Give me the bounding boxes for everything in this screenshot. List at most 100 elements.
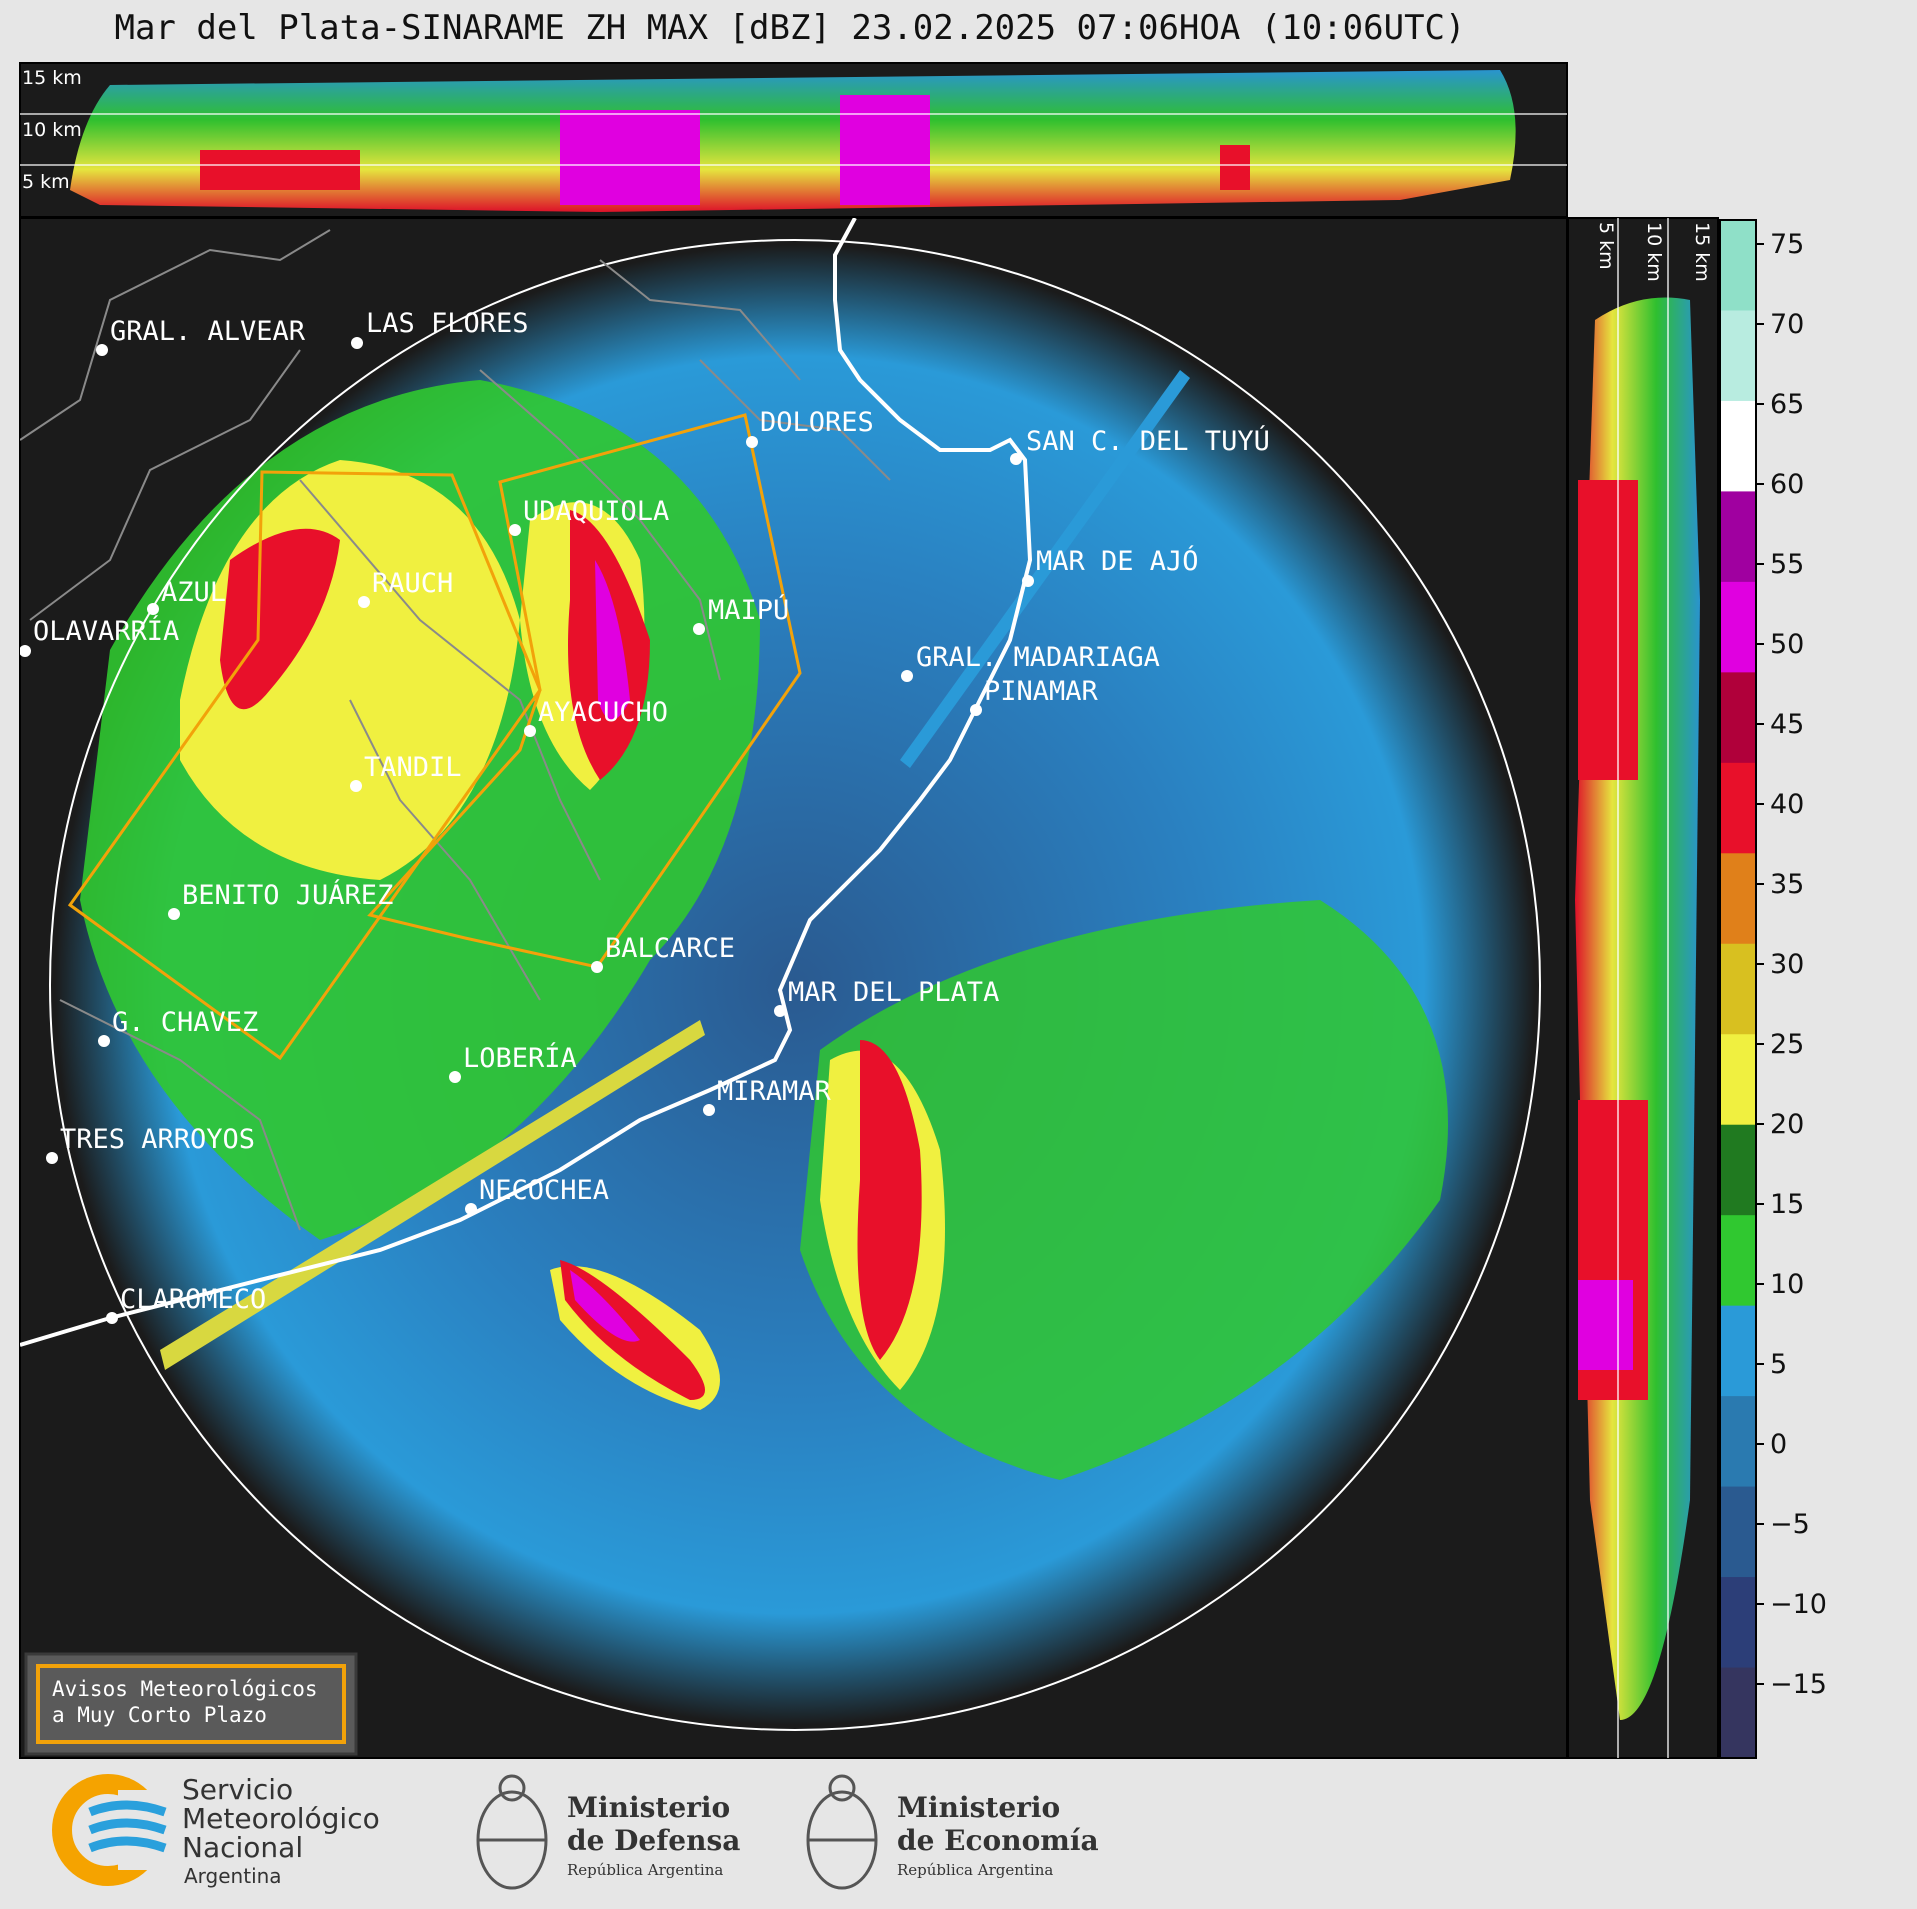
- economia-line-1: Ministerio: [897, 1791, 1060, 1824]
- city-label-olavarria: OLAVARRÍA: [33, 615, 179, 647]
- colorbar-segment: [1720, 220, 1756, 312]
- smn-line-3: Nacional: [182, 1831, 303, 1864]
- colorbar-tick-label: 75: [1770, 229, 1804, 260]
- city-dot-olavarria: [20, 645, 31, 657]
- city-dot-udaquiola: [509, 524, 521, 536]
- top-cross-section-panel: 15 km 10 km 5 km: [19, 62, 1568, 218]
- side-label-15km: 15 km: [1691, 222, 1713, 282]
- city-dot-loberia: [449, 1071, 461, 1083]
- city-dot-las-flores: [351, 337, 363, 349]
- side-core-3: [1578, 1280, 1633, 1370]
- top-echo-band: [70, 70, 1516, 212]
- echo-core-azul: [220, 528, 340, 710]
- city-label-g-chavez: G. CHAVEZ: [112, 1007, 258, 1038]
- city-dot-gral-madariaga: [901, 670, 913, 682]
- city-label-balcarce: BALCARCE: [605, 933, 735, 964]
- echo-spoke-ne: [900, 370, 1190, 768]
- city-label-tandil: TANDIL: [364, 752, 462, 783]
- city-dot-ayacucho: [524, 725, 536, 737]
- legend-line-1: Avisos Meteorológicos: [52, 1677, 318, 1701]
- city-dot-maipu: [693, 623, 705, 635]
- colorbar-segment: [1720, 491, 1756, 583]
- city-label-ayacucho: AYACUCHO: [538, 697, 668, 728]
- city-label-dolores: DOLORES: [760, 407, 874, 438]
- colorbar-segment: [1720, 943, 1756, 1035]
- economia-line-3: República Argentina: [897, 1861, 1053, 1879]
- echo-green-southeast: [800, 900, 1448, 1480]
- range-ring: [49, 239, 1541, 1731]
- city-label-pinamar: PINAMAR: [984, 676, 1099, 707]
- colorbar-segment: [1720, 1034, 1756, 1126]
- colorbar-tick-label: −5: [1770, 1509, 1810, 1540]
- city-dot-claromeco: [106, 1312, 118, 1324]
- city-dot-mar-del-plata: [774, 1005, 786, 1017]
- top-label-5km: 5 km: [22, 171, 70, 193]
- top-label-15km: 15 km: [22, 67, 82, 89]
- city-dot-miramar: [703, 1104, 715, 1116]
- warning-legend: Avisos Meteorológicos a Muy Corto Plazo: [24, 1652, 358, 1756]
- colorbar-tick-label: 60: [1770, 469, 1804, 500]
- top-label-10km: 10 km: [22, 119, 82, 141]
- city-dot-pinamar: [970, 704, 982, 716]
- coastline: [20, 218, 1033, 1347]
- city-label-gral-alvear: GRAL. ALVEAR: [110, 316, 306, 347]
- city-label-necochea: NECOCHEA: [479, 1175, 609, 1206]
- colorbar-segment: [1720, 1305, 1756, 1397]
- city-label-benito-juarez: BENITO JUÁREZ: [182, 879, 393, 911]
- city-dot-gral-alvear: [96, 344, 108, 356]
- colorbar-tick-label: 40: [1770, 789, 1804, 820]
- city-label-las-flores: LAS FLORES: [366, 308, 529, 339]
- colorbar-tick-label: 30: [1770, 949, 1804, 980]
- colorbar-segment: [1720, 1577, 1756, 1669]
- colorbar-segment: [1720, 400, 1756, 493]
- colorbar-tick-label: −15: [1770, 1669, 1827, 1700]
- city-dot-balcarce: [591, 961, 603, 973]
- top-core-3: [840, 95, 930, 205]
- city-label-udaquiola: UDAQUIOLA: [523, 496, 669, 527]
- city-dot-g-chavez: [98, 1035, 110, 1047]
- city-dot-dolores: [746, 436, 758, 448]
- city-dot-rauch: [358, 596, 370, 608]
- colorbar-segment: [1720, 310, 1756, 402]
- city-dot-tandil: [350, 780, 362, 792]
- city-label-gral-madariaga: GRAL. MADARIAGA: [916, 642, 1160, 673]
- city-label-rauch: RAUCH: [372, 568, 453, 599]
- colorbar-tick-label: 10: [1770, 1269, 1804, 1300]
- defensa-logo: Ministerio de Defensa República Argentin…: [476, 1774, 740, 1890]
- colorbar-segment: [1720, 1486, 1756, 1578]
- colorbar-tick-label: 0: [1770, 1429, 1787, 1460]
- defensa-line-2: de Defensa: [567, 1824, 740, 1857]
- map-title: Mar del Plata-SINARAME ZH MAX [dBZ] 23.0…: [114, 8, 1466, 48]
- warning-polygon-east: [367, 413, 802, 969]
- smn-line-4: Argentina: [184, 1864, 282, 1888]
- colorbar-tick-label: 50: [1770, 629, 1804, 660]
- colorbar-segment: [1720, 672, 1756, 764]
- economia-line-2: de Economía: [897, 1824, 1099, 1857]
- top-core-1: [200, 150, 360, 190]
- colorbar-segment: [1720, 1667, 1756, 1759]
- colorbar-tick-label: 35: [1770, 869, 1804, 900]
- warning-polygons: [67, 413, 802, 1061]
- city-dot-necochea: [465, 1203, 477, 1215]
- city-dot-san-c-del-tuyu: [1010, 453, 1022, 465]
- side-label-10km: 10 km: [1643, 222, 1665, 282]
- city-label-maipu: MAIPÚ: [708, 594, 789, 626]
- colorbar-tick-label: 55: [1770, 549, 1804, 580]
- top-core-4: [1220, 145, 1250, 190]
- top-core-2: [560, 110, 700, 205]
- city-label-loberia: LOBERÍA: [463, 1042, 577, 1074]
- city-label-claromeco: CLAROMECO: [120, 1284, 266, 1315]
- colorbar-tick-label: 20: [1770, 1109, 1804, 1140]
- city-label-mar-de-ajo: MAR DE AJÓ: [1036, 545, 1199, 577]
- colorbar-frame: [1719, 219, 1757, 1759]
- city-dot-mar-de-ajo: [1022, 575, 1034, 587]
- defensa-line-1: Ministerio: [567, 1791, 730, 1824]
- echo-spoke-claromeco: [160, 1020, 705, 1370]
- ppi-map-panel: GRAL. ALVEAR LAS FLORES DOLORES SAN C. DEL …: [19, 217, 1568, 1759]
- economia-logo: Ministerio de Economía República Argenti…: [806, 1774, 1099, 1890]
- colorbar-segment: [1720, 1396, 1756, 1488]
- side-cross-section-panel: 5 km 10 km 15 km: [1567, 217, 1719, 1759]
- colorbar-segment: [1720, 1215, 1756, 1307]
- smn-line-2: Meteorológico: [182, 1802, 380, 1835]
